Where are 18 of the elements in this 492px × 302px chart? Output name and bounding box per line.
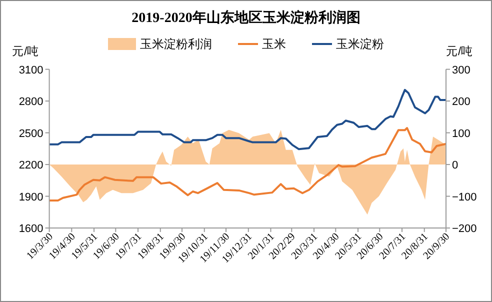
y2-tick-label: 100: [452, 128, 470, 140]
chart-title: 2019-2020年山东地区玉米淀粉利润图: [132, 9, 360, 26]
y2-tick-label: −200: [452, 223, 477, 235]
y2-tick-label: 200: [452, 96, 470, 108]
y2-axis-title: 元/吨: [446, 45, 474, 58]
legend-label: 玉米淀粉利润: [140, 37, 212, 51]
y-tick-label: 2500: [18, 128, 44, 140]
y2-tick-label: 300: [452, 64, 470, 76]
y2-tick-label: −100: [452, 191, 477, 204]
y-tick-label: 2800: [18, 96, 44, 108]
y-tick-label: 3100: [18, 64, 44, 76]
y-tick-label: 1600: [18, 223, 44, 235]
y2-tick-label: 0: [452, 160, 458, 172]
legend-label: 玉米: [262, 37, 286, 51]
y-tick-label: 1900: [18, 191, 44, 204]
legend-label: 玉米淀粉: [336, 37, 384, 51]
y-axis-title: 元/吨: [12, 45, 40, 58]
y-tick-label: 2200: [18, 160, 44, 172]
